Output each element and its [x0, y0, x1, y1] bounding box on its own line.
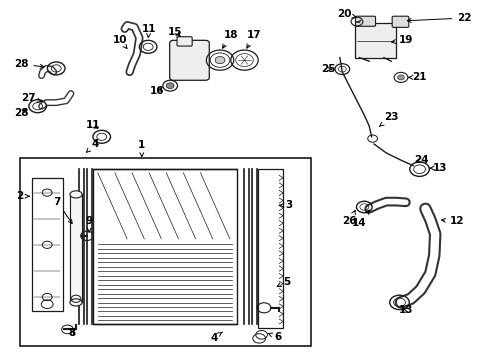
Bar: [70, 194, 82, 302]
Text: 20: 20: [337, 9, 355, 19]
Bar: [354, 23, 395, 58]
Text: 2: 2: [16, 191, 29, 201]
Text: 4: 4: [86, 139, 99, 152]
Text: 8: 8: [69, 328, 76, 338]
Circle shape: [397, 75, 404, 80]
Text: 4: 4: [209, 332, 222, 343]
FancyBboxPatch shape: [177, 37, 192, 46]
Text: 25: 25: [321, 64, 335, 74]
Text: 27: 27: [21, 93, 41, 103]
Text: 17: 17: [246, 30, 261, 48]
Text: 22: 22: [407, 13, 471, 23]
Bar: [32, 178, 62, 311]
FancyBboxPatch shape: [169, 40, 209, 80]
Text: 11: 11: [85, 120, 100, 130]
Text: 26: 26: [342, 211, 356, 226]
Circle shape: [166, 83, 174, 89]
Ellipse shape: [70, 299, 82, 306]
Text: 1: 1: [138, 140, 145, 157]
Text: 28: 28: [14, 59, 44, 69]
Text: 18: 18: [222, 30, 238, 48]
Text: 28: 28: [14, 108, 28, 118]
FancyBboxPatch shape: [391, 16, 408, 27]
Bar: [20, 158, 310, 346]
Text: 13: 13: [429, 163, 447, 173]
Text: 13: 13: [398, 305, 412, 315]
Text: 14: 14: [351, 210, 368, 228]
Text: 3: 3: [279, 200, 291, 210]
Text: 10: 10: [112, 35, 127, 49]
Text: 12: 12: [441, 216, 464, 226]
Text: 21: 21: [408, 72, 426, 82]
FancyBboxPatch shape: [355, 16, 375, 26]
Bar: [93, 169, 237, 324]
Text: 19: 19: [391, 35, 412, 45]
Text: 5: 5: [277, 276, 290, 287]
Text: 9: 9: [86, 216, 93, 232]
Text: 24: 24: [413, 155, 428, 165]
Text: 15: 15: [167, 27, 182, 37]
Text: 6: 6: [268, 332, 281, 342]
Text: 16: 16: [150, 86, 164, 96]
Text: 7: 7: [53, 197, 72, 224]
Text: 23: 23: [379, 112, 398, 126]
Text: 11: 11: [142, 24, 156, 37]
Ellipse shape: [70, 191, 82, 198]
Circle shape: [215, 57, 224, 64]
Bar: [257, 169, 283, 328]
